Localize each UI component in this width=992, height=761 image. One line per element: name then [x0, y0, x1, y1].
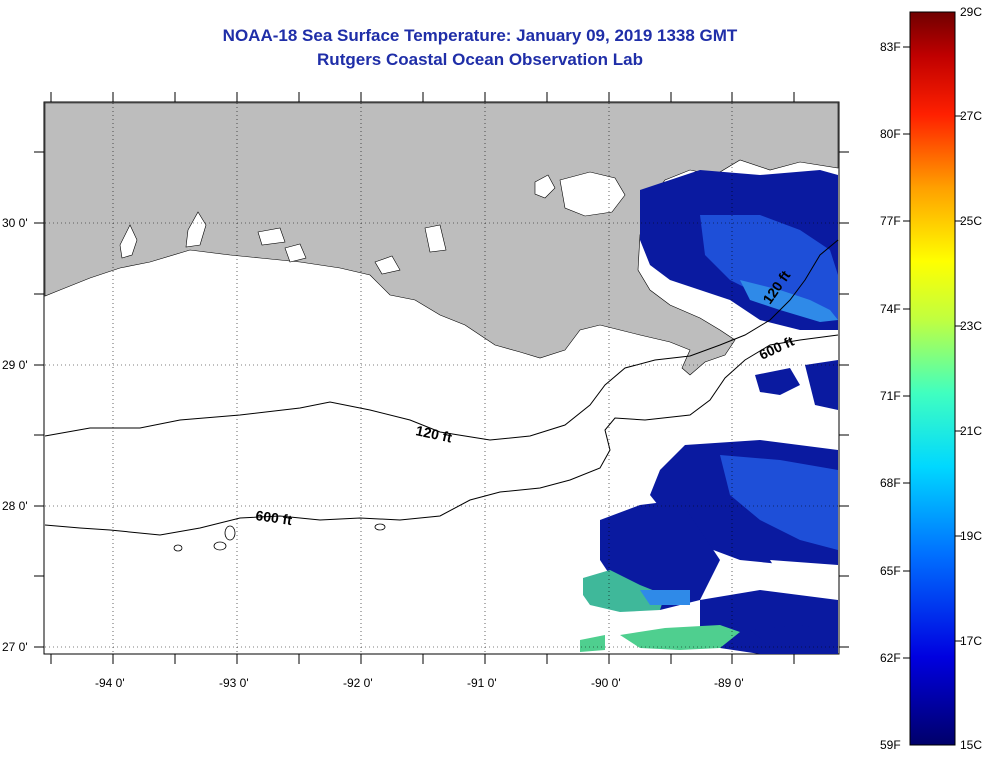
lat-label: 30 0': [2, 216, 28, 230]
map-title: NOAA-18 Sea Surface Temperature: January…: [222, 26, 738, 45]
lat-label: 28 0': [2, 499, 28, 513]
contour-label: 600 ft: [255, 507, 294, 528]
colorbar-f-label: 80F: [880, 127, 901, 141]
colorbar-f-label: 59F: [880, 738, 901, 752]
lon-label: -89 0': [714, 676, 744, 690]
lon-label: -94 0': [95, 676, 125, 690]
colorbar-f-label: 77F: [880, 214, 901, 228]
lake: [424, 224, 447, 253]
lat-label: 29 0': [2, 358, 28, 372]
lake: [119, 224, 138, 259]
colorbar-c-label: 25C: [960, 214, 983, 228]
contour-600ft: [44, 334, 839, 536]
colorbar-f-label: 74F: [880, 302, 901, 316]
map-subtitle: Rutgers Coastal Ocean Observation Lab: [317, 50, 643, 69]
graticule: [45, 103, 838, 653]
colorbar-c-label: 23C: [960, 319, 983, 333]
frame-ticks: [34, 92, 849, 664]
lon-label: -93 0': [219, 676, 249, 690]
colorbar-ticks: [903, 46, 962, 659]
colorbar-f-label: 68F: [880, 476, 901, 490]
contour-120ft: [44, 239, 839, 441]
colorbar-c-label: 17C: [960, 634, 983, 648]
lon-label: -92 0': [343, 676, 373, 690]
lake: [257, 227, 286, 246]
colorbar-c-label: 29C: [960, 5, 983, 19]
colorbar: [909, 11, 956, 746]
lake: [374, 255, 401, 275]
contour-islands: [173, 523, 386, 552]
lake: [284, 243, 307, 263]
lake: [185, 211, 207, 248]
sst-data: [580, 170, 838, 654]
colorbar-f-label: 71F: [880, 389, 901, 403]
colorbar-c-label: 19C: [960, 529, 983, 543]
lon-label: -90 0': [591, 676, 621, 690]
colorbar-f-label: 65F: [880, 564, 901, 578]
contour-label: 120 ft: [414, 422, 453, 445]
lon-label: -91 0': [467, 676, 497, 690]
lat-label: 27 0': [2, 640, 28, 654]
colorbar-c-label: 15C: [960, 738, 983, 752]
colorbar-c-label: 21C: [960, 424, 983, 438]
lake: [534, 174, 556, 199]
colorbar-f-label: 62F: [880, 651, 901, 665]
colorbar-c-label: 27C: [960, 109, 983, 123]
colorbar-f-label: 83F: [880, 40, 901, 54]
